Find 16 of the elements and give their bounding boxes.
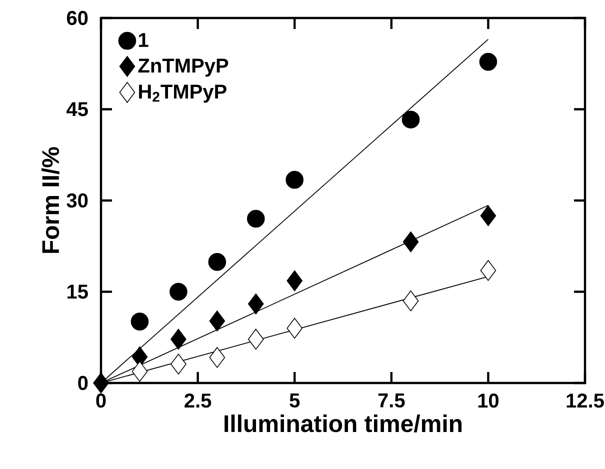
y-tick-label: 30 (66, 193, 88, 208)
x-tick-label: 0 (96, 394, 106, 408)
legend-label: H$_{2}$TMPyP (139, 84, 226, 103)
y-tick-label: 0 (78, 376, 88, 390)
y-tick-label: 15 (67, 284, 88, 299)
legend-label: ZnTMPyP (138, 58, 228, 77)
y-tick-label: 60 (66, 10, 88, 26)
x-tick-label: 10 (478, 394, 499, 408)
x-tick-label: 2.5 (184, 394, 212, 408)
x-tick-label: 5 (290, 394, 300, 408)
y-axis-title: Form II/% (41, 147, 60, 253)
x-axis-title: Illumination time/min (224, 414, 462, 432)
x-tick-label: 12.5 (566, 394, 604, 408)
legend-label: 1 (138, 33, 148, 47)
x-tick-label: 7.5 (378, 394, 405, 408)
y-tick-label: 45 (66, 102, 88, 116)
